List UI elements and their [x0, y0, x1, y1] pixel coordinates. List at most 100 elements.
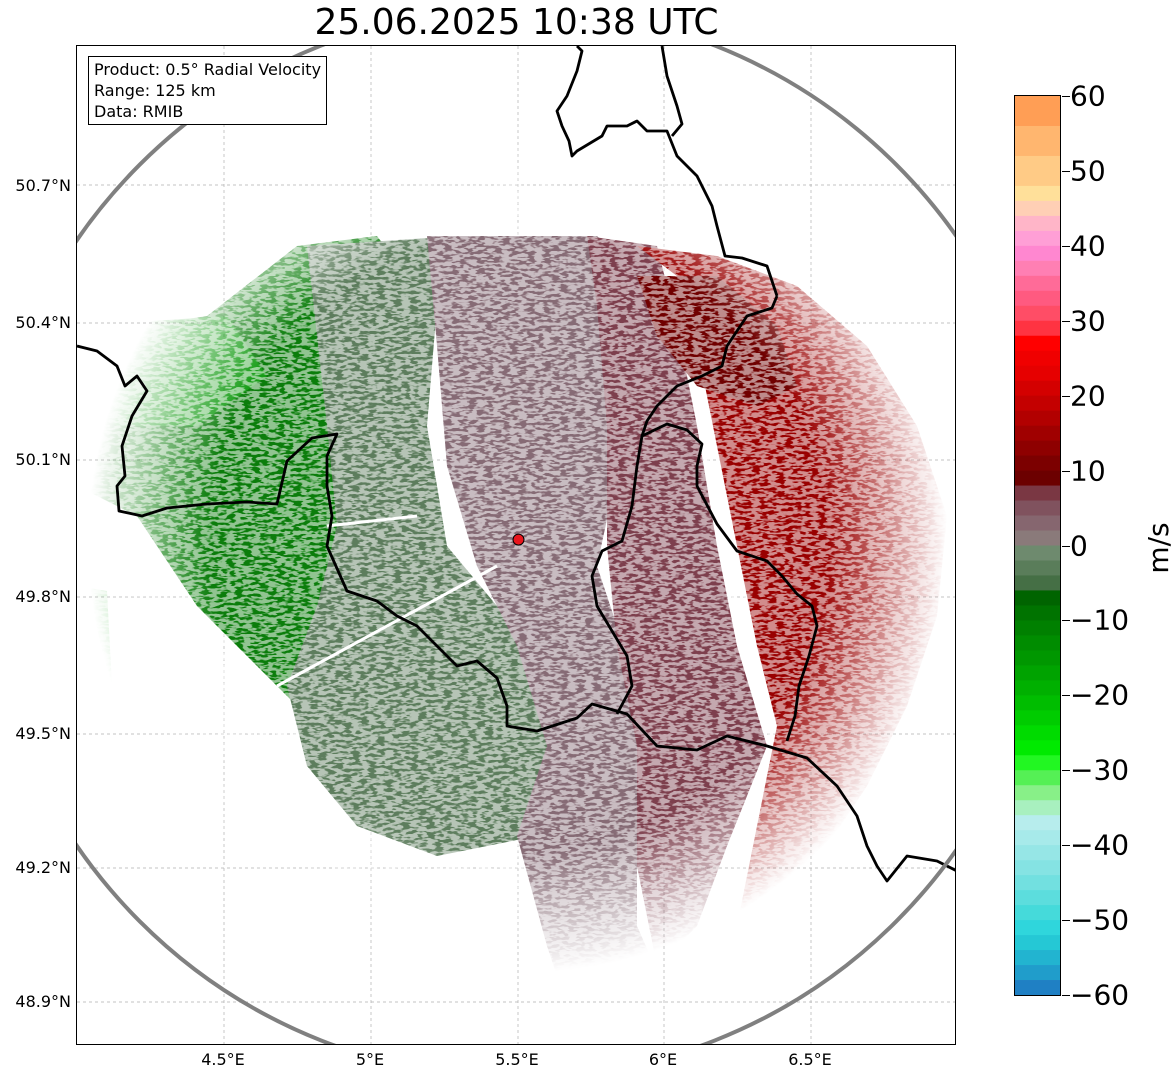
lon-tick-label: 6°E: [648, 1050, 678, 1069]
colorbar-band: [1015, 485, 1060, 501]
lon-tick-label: 5°E: [355, 1050, 385, 1069]
colorbar-band: [1015, 96, 1060, 127]
colorbar-tick: [1062, 320, 1070, 322]
velocity-colorbar: [1014, 95, 1061, 996]
colorbar-band: [1015, 275, 1060, 292]
colorbar-band: [1015, 245, 1060, 262]
colorbar-band: [1015, 605, 1060, 621]
colorbar-band: [1015, 125, 1060, 157]
colorbar-tick: [1062, 845, 1070, 847]
colorbar-band: [1015, 230, 1060, 247]
colorbar-band: [1015, 875, 1060, 891]
colorbar-tick: [1062, 770, 1070, 772]
colorbar-band: [1015, 920, 1060, 936]
colorbar-band: [1015, 455, 1060, 471]
colorbar-band: [1015, 290, 1060, 307]
colorbar-band: [1015, 800, 1060, 816]
colorbar-band: [1015, 380, 1060, 397]
colorbar-tick: [1062, 470, 1070, 472]
colorbar-tick: [1062, 695, 1070, 697]
colorbar-band: [1015, 755, 1060, 771]
colorbar-band: [1015, 845, 1060, 861]
colorbar-band: [1015, 590, 1060, 606]
colorbar-band: [1015, 710, 1060, 726]
colorbar-band: [1015, 830, 1060, 846]
colorbar-band: [1015, 665, 1060, 681]
colorbar-band: [1015, 560, 1060, 576]
colorbar-tick-label: −30: [1070, 753, 1130, 787]
colorbar-band: [1015, 425, 1060, 442]
colorbar-band: [1015, 350, 1060, 367]
colorbar-tick-label: −50: [1070, 903, 1130, 937]
lon-tick-label: 6.5°E: [788, 1050, 832, 1069]
colorbar-tick-label: −10: [1070, 603, 1130, 637]
colorbar-tick: [1062, 245, 1070, 247]
colorbar-band: [1015, 320, 1060, 337]
colorbar-band: [1015, 155, 1060, 187]
colorbar-band: [1015, 500, 1060, 516]
colorbar-band: [1015, 335, 1060, 352]
colorbar-tick-label: 10: [1070, 454, 1106, 488]
colorbar-tick-label: 20: [1070, 379, 1106, 413]
clutter-spikes: [276, 514, 498, 688]
velocity-echoes: [77, 46, 955, 1044]
colorbar-band: [1015, 410, 1060, 427]
colorbar-tick: [1062, 395, 1070, 397]
colorbar-band: [1015, 770, 1060, 786]
info-range: Range: 125 km: [94, 81, 216, 100]
colorbar-band: [1015, 785, 1060, 801]
lat-tick-label: 49.5°N: [15, 724, 71, 743]
colorbar-tick: [1062, 920, 1070, 922]
lon-tick-label: 5.5°E: [495, 1050, 539, 1069]
colorbar-band: [1015, 860, 1060, 876]
colorbar-tick-label: 40: [1070, 229, 1106, 263]
colorbar-band: [1015, 740, 1060, 756]
echo-speckle-mask: [77, 46, 955, 1044]
colorbar-band: [1015, 815, 1060, 831]
chart-title: 25.06.2025 10:38 UTC: [314, 2, 719, 43]
lat-tick-label: 50.1°N: [15, 450, 71, 469]
colorbar-band: [1015, 650, 1060, 666]
lat-tick-label: 49.2°N: [15, 858, 71, 877]
colorbar-band: [1015, 635, 1060, 651]
colorbar-band: [1015, 935, 1060, 951]
info-product: Product: 0.5° Radial Velocity: [94, 60, 322, 79]
country-borders: [77, 46, 955, 883]
lon-tick-label: 4.5°E: [201, 1050, 245, 1069]
lat-tick-label: 50.7°N: [15, 176, 71, 195]
colorbar-band: [1015, 515, 1060, 531]
radar-map[interactable]: [76, 45, 956, 1045]
colorbar-band: [1015, 200, 1060, 217]
colorbar-band: [1015, 470, 1060, 486]
lat-tick-label: 48.9°N: [15, 992, 71, 1011]
radar-site-marker[interactable]: [512, 533, 525, 546]
product-info-box: Product: 0.5° Radial Velocity Range: 125…: [88, 56, 328, 125]
colorbar-band: [1015, 890, 1060, 906]
colorbar-tick-label: −20: [1070, 678, 1130, 712]
colorbar-tick-label: 30: [1070, 304, 1106, 338]
colorbar-tick-label: 50: [1070, 154, 1106, 188]
colorbar-band: [1015, 965, 1060, 981]
colorbar-band: [1015, 215, 1060, 232]
colorbar-tick-label: 60: [1070, 79, 1106, 113]
colorbar-band: [1015, 185, 1060, 202]
colorbar-band: [1015, 305, 1060, 322]
lat-tick-label: 50.4°N: [15, 313, 71, 332]
colorbar-tick: [1062, 545, 1070, 547]
colorbar-band: [1015, 695, 1060, 711]
colorbar-band: [1015, 440, 1060, 456]
colorbar-band: [1015, 950, 1060, 966]
colorbar-tick-label: 0: [1070, 529, 1088, 562]
colorbar-tick-label: −40: [1070, 828, 1130, 862]
colorbar-band: [1015, 725, 1060, 741]
colorbar-band: [1015, 905, 1060, 921]
colorbar-band: [1015, 680, 1060, 696]
colorbar-band: [1015, 575, 1060, 591]
colorbar-band: [1015, 620, 1060, 636]
colorbar-gradient: [1015, 96, 1060, 995]
colorbar-tick-label: −60: [1070, 978, 1130, 1012]
colorbar-tick: [1062, 995, 1070, 996]
colorbar-band: [1015, 365, 1060, 382]
colorbar-band: [1015, 980, 1060, 995]
info-data-source: Data: RMIB: [94, 102, 184, 121]
